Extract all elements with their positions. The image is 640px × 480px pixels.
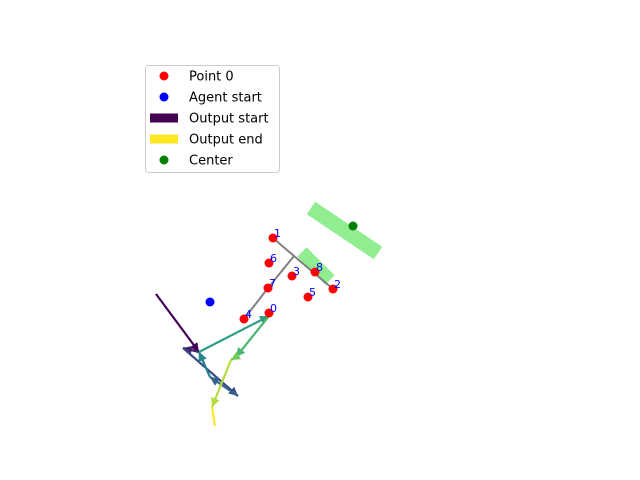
keypoint xyxy=(268,233,278,243)
keypoint xyxy=(328,284,338,294)
legend-label: Center xyxy=(189,154,233,169)
region-bar xyxy=(297,247,335,285)
legend-box xyxy=(145,65,280,173)
trajectory-arrowhead xyxy=(211,396,220,407)
keypoint-label: 0 xyxy=(270,302,277,315)
keypoint xyxy=(263,283,273,293)
legend-label: Agent start xyxy=(189,91,262,106)
trajectory-arrowhead xyxy=(210,377,220,386)
legend-swatch xyxy=(150,113,178,123)
keypoint-label: 4 xyxy=(245,308,252,321)
keypoint xyxy=(310,267,320,277)
trajectory-segment xyxy=(210,406,217,427)
legend-label: Output start xyxy=(189,112,269,127)
keypoint-label: 5 xyxy=(309,286,316,299)
trajectory-arrowhead xyxy=(236,347,246,357)
green-region xyxy=(297,201,383,285)
legend-swatch xyxy=(150,134,178,144)
trajectory-segment xyxy=(198,315,270,353)
trajectory-arrowhead xyxy=(183,345,193,355)
keypoint-label: 1 xyxy=(274,227,281,240)
output-trajectory xyxy=(155,293,270,427)
keypoint xyxy=(239,314,249,324)
agent-start-marker xyxy=(205,297,215,307)
legend: Point 0 Agent start Output start Output end… xyxy=(145,65,280,173)
keypoint-label: 7 xyxy=(269,277,276,290)
skeleton-line xyxy=(272,237,334,290)
trajectory-segment xyxy=(155,293,200,353)
legend-label: Output end xyxy=(189,133,263,148)
keypoint-label: 8 xyxy=(316,261,323,274)
legend-marker xyxy=(159,71,169,81)
trajectory-arrowhead xyxy=(231,351,242,360)
keypoint-label: 3 xyxy=(293,265,300,278)
trajectory-segment xyxy=(182,347,239,397)
keypoint-label: 2 xyxy=(334,278,341,291)
legend-marker xyxy=(159,155,169,165)
center-marker xyxy=(348,221,358,231)
keypoint xyxy=(287,271,297,281)
legend-marker xyxy=(159,92,169,102)
keypoint xyxy=(264,308,274,318)
trajectory-arrowhead xyxy=(190,342,199,352)
keypoints: 0 1 2 3 4 5 6 7 8 xyxy=(205,221,358,324)
legend-label: Point 0 xyxy=(189,70,234,85)
region-bar xyxy=(306,201,383,260)
trajectory-arrowhead xyxy=(198,352,207,363)
keypoint-label: 6 xyxy=(270,252,277,265)
keypoint xyxy=(303,292,313,302)
keypoint xyxy=(264,258,274,268)
